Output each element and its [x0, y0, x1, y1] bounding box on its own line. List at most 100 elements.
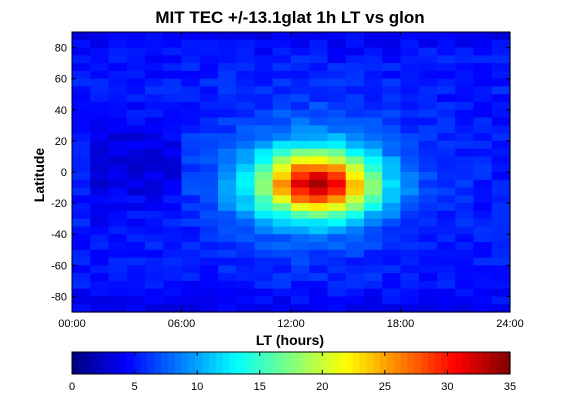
heatmap-cell — [145, 304, 164, 313]
heatmap-cell — [236, 226, 256, 235]
heatmap-cell — [400, 70, 420, 80]
colorbar-swatch — [236, 352, 244, 374]
heatmap-cell — [455, 148, 475, 158]
heatmap-cell — [218, 179, 237, 189]
heatmap-cell — [491, 179, 511, 189]
heatmap-cell — [364, 117, 383, 126]
colorbar-swatch — [441, 352, 449, 374]
heatmap-cell — [218, 86, 237, 95]
heatmap-cell — [437, 172, 456, 181]
heatmap-cell — [72, 265, 91, 274]
heatmap-cell — [126, 70, 146, 80]
heatmap-cell — [181, 148, 201, 158]
heatmap-cell — [382, 140, 402, 150]
heatmap-cell — [437, 273, 456, 282]
heatmap-cell — [199, 164, 219, 173]
heatmap-cell — [181, 203, 201, 212]
heatmap-cell — [327, 296, 347, 305]
heatmap-cell — [90, 242, 110, 251]
heatmap-cell — [199, 226, 219, 235]
colorbar-swatch — [195, 352, 203, 374]
heatmap-cell — [418, 102, 438, 111]
heatmap-cell — [145, 210, 164, 220]
heatmap-cell — [309, 257, 329, 266]
heatmap-cell — [108, 148, 128, 158]
heatmap-cell — [90, 218, 110, 228]
heatmap-cell — [126, 172, 146, 181]
heatmap-cell — [364, 226, 383, 235]
heatmap-cell — [90, 249, 110, 259]
y-tick-label: -40 — [51, 229, 67, 241]
heatmap-cell — [181, 296, 201, 305]
heatmap-cell — [491, 203, 511, 212]
heatmap-cell — [382, 203, 402, 212]
heatmap-cell — [126, 265, 146, 274]
heatmap-cell — [364, 70, 383, 80]
heatmap-cell — [199, 55, 219, 64]
heatmap-cell — [309, 55, 329, 64]
heatmap-cell — [473, 102, 493, 111]
heatmap-cell — [364, 102, 383, 111]
heatmap-cell — [345, 280, 365, 290]
colorbar-swatch — [126, 352, 135, 374]
heatmap-cell — [272, 179, 292, 189]
heatmap-cell — [254, 156, 274, 165]
y-tick-label: 40 — [55, 105, 67, 117]
heatmap-cell — [400, 47, 420, 56]
heatmap-cell — [181, 47, 201, 56]
heatmap-cell — [345, 234, 365, 243]
heatmap-cell — [291, 47, 310, 56]
heatmap-cell — [218, 125, 237, 134]
heatmap-cell — [309, 140, 329, 150]
heatmap-cell — [145, 234, 164, 243]
heatmap-cell — [491, 296, 511, 305]
heatmap-cell — [181, 86, 201, 95]
heatmap-cell — [236, 63, 256, 72]
heatmap-cell — [126, 304, 146, 313]
heatmap-cell — [218, 32, 237, 41]
heatmap-cell — [345, 179, 365, 189]
heatmap-cell — [327, 140, 347, 150]
heatmap-cell — [272, 187, 292, 196]
heatmap-cell — [364, 203, 383, 212]
y-tick-label: 80 — [55, 43, 67, 55]
heatmap-cell — [199, 102, 219, 111]
y-tick-label: 20 — [55, 136, 67, 148]
heatmap-cell — [181, 140, 201, 150]
heatmap-cell — [163, 249, 183, 259]
heatmap-cell — [181, 172, 201, 181]
heatmap-cell — [291, 39, 310, 49]
heatmap-cell — [163, 296, 183, 305]
heatmap-cell — [327, 102, 347, 111]
heatmap-cell — [163, 78, 183, 88]
heatmap-cell — [364, 109, 383, 119]
heatmap-cell — [491, 265, 511, 274]
heatmap-cell — [382, 55, 402, 64]
heatmap-cell — [272, 140, 292, 150]
heatmap-cell — [437, 148, 456, 158]
heatmap-cell — [327, 280, 347, 290]
heatmap-cell — [418, 109, 438, 119]
heatmap-cell — [345, 39, 365, 49]
heatmap-cell — [199, 78, 219, 88]
heatmap-cell — [491, 257, 511, 266]
heatmap-cell — [108, 172, 128, 181]
heatmap-cell — [181, 218, 201, 228]
heatmap-cell — [145, 226, 164, 235]
heatmap-cell — [473, 117, 493, 126]
heatmap-cell — [437, 63, 456, 72]
heatmap-cell — [236, 195, 256, 204]
colorbar-swatch — [208, 352, 217, 374]
heatmap-cell — [272, 288, 292, 298]
heatmap-cell — [72, 203, 91, 212]
heatmap-cell — [382, 249, 402, 259]
colorbar-swatch — [455, 352, 463, 374]
heatmap-cell — [218, 203, 237, 212]
heatmap-cell — [382, 280, 402, 290]
heatmap-cell — [291, 249, 310, 259]
heatmap-cell — [218, 133, 237, 142]
colorbar-swatch — [277, 352, 285, 374]
heatmap-cell — [364, 179, 383, 189]
heatmap-cell — [272, 280, 292, 290]
heatmap-cell — [272, 55, 292, 64]
